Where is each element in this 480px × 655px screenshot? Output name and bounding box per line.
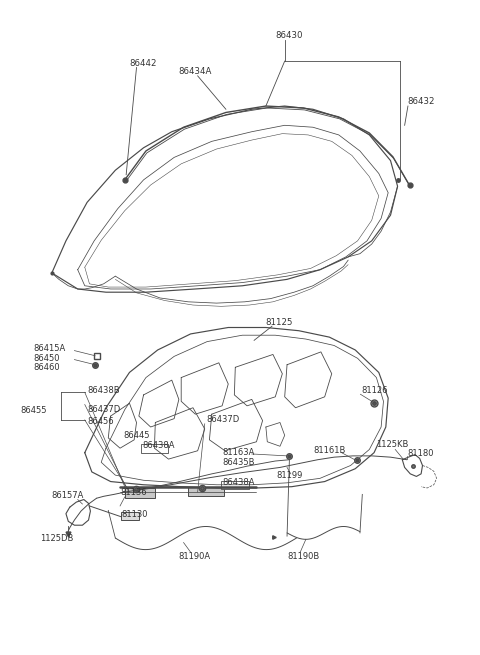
- Bar: [221, 481, 250, 489]
- Text: 81125: 81125: [266, 318, 293, 327]
- Text: 1125KB: 1125KB: [376, 440, 409, 449]
- Text: 86456: 86456: [87, 417, 114, 426]
- Text: 86445: 86445: [123, 431, 150, 440]
- FancyBboxPatch shape: [125, 488, 156, 498]
- Text: 86438A: 86438A: [222, 478, 254, 487]
- Text: 86455: 86455: [20, 407, 47, 415]
- Text: 86442: 86442: [130, 58, 157, 67]
- Text: 81163A: 81163A: [222, 447, 254, 457]
- Text: 81190A: 81190A: [178, 552, 210, 561]
- Text: 86437D: 86437D: [87, 405, 120, 413]
- Text: 86438A: 86438A: [143, 441, 175, 450]
- Text: 81130: 81130: [121, 510, 148, 519]
- Text: 81199: 81199: [276, 471, 303, 479]
- Text: 86430: 86430: [275, 31, 303, 40]
- Text: 81126: 81126: [361, 386, 388, 395]
- Text: 81136: 81136: [120, 488, 147, 497]
- Text: 86432: 86432: [407, 97, 434, 106]
- Text: 86434A: 86434A: [179, 67, 212, 76]
- Text: 86438B: 86438B: [87, 386, 120, 395]
- Text: 86460: 86460: [33, 363, 60, 372]
- Text: 81180: 81180: [407, 449, 433, 458]
- Text: 81161B: 81161B: [313, 446, 345, 455]
- Text: 86157A: 86157A: [51, 491, 83, 500]
- Text: 86415A: 86415A: [33, 343, 65, 352]
- Bar: [121, 512, 139, 520]
- Text: 86450: 86450: [33, 354, 60, 363]
- Text: 81190B: 81190B: [287, 552, 319, 561]
- Text: 86437D: 86437D: [206, 415, 240, 424]
- FancyBboxPatch shape: [188, 487, 224, 496]
- Text: 1125DB: 1125DB: [40, 534, 74, 542]
- Bar: [141, 444, 168, 453]
- Text: 86435B: 86435B: [222, 458, 254, 467]
